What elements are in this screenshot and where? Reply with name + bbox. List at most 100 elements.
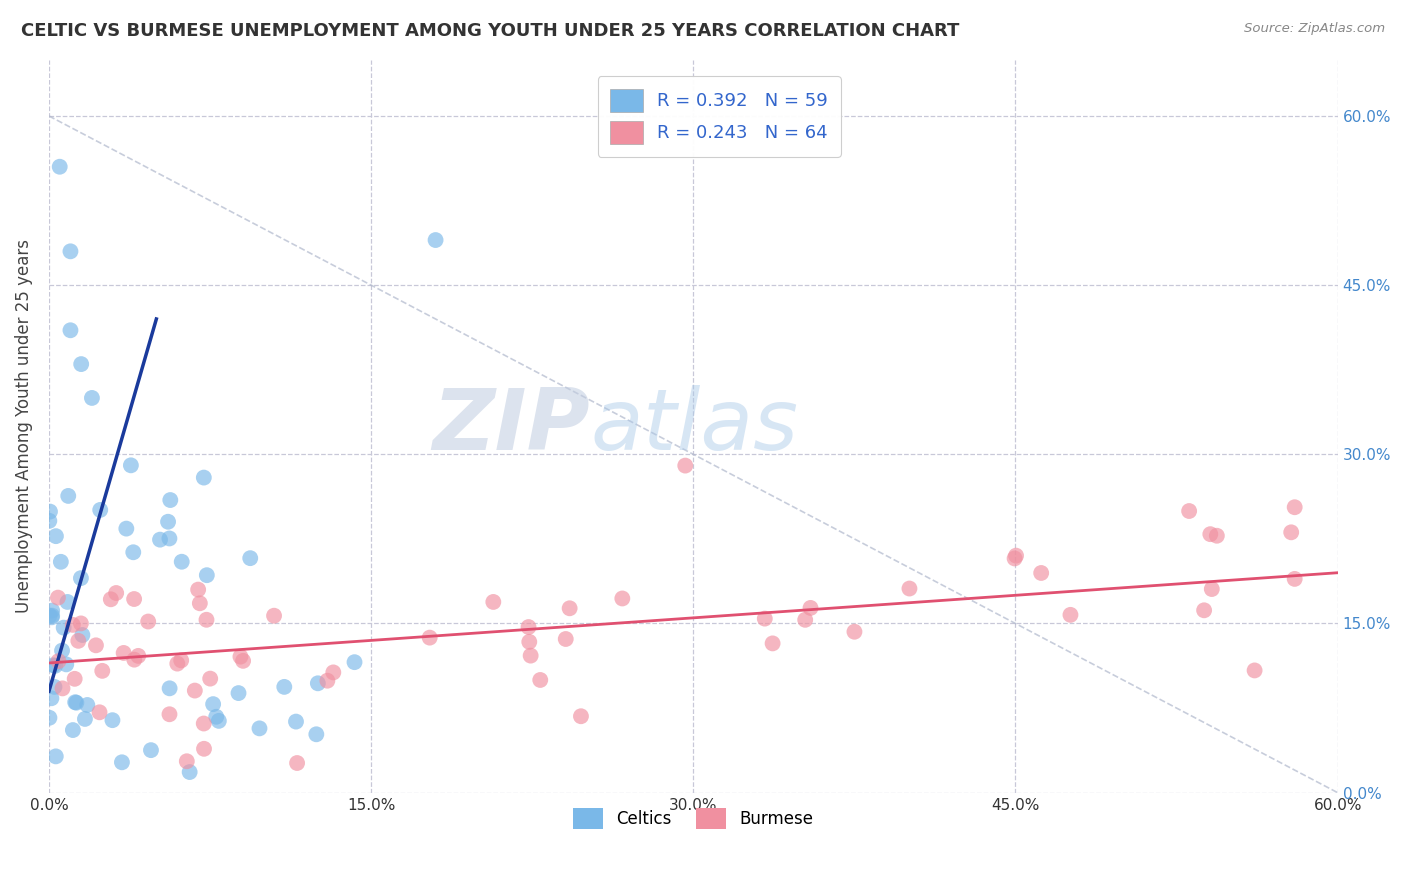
Point bbox=[673, 458, 696, 473]
Point bbox=[159, 707, 181, 722]
Point bbox=[38, 608, 60, 623]
Point bbox=[76, 698, 98, 712]
Point bbox=[59, 323, 82, 337]
Point bbox=[205, 710, 228, 724]
Point bbox=[1279, 525, 1302, 540]
Point bbox=[200, 672, 222, 686]
Point bbox=[316, 673, 339, 688]
Point bbox=[45, 529, 67, 543]
Point bbox=[558, 601, 581, 615]
Point bbox=[239, 551, 262, 566]
Point bbox=[157, 532, 180, 546]
Point bbox=[1284, 500, 1306, 515]
Point bbox=[63, 672, 86, 686]
Point bbox=[554, 632, 576, 646]
Point bbox=[184, 683, 207, 698]
Point bbox=[159, 681, 181, 696]
Y-axis label: Unemployment Among Youth under 25 years: Unemployment Among Youth under 25 years bbox=[15, 239, 32, 613]
Point bbox=[529, 673, 551, 687]
Point bbox=[51, 643, 73, 657]
Point bbox=[754, 612, 776, 626]
Point bbox=[120, 458, 142, 473]
Point bbox=[179, 765, 201, 780]
Point bbox=[1192, 603, 1215, 617]
Point bbox=[898, 582, 921, 596]
Point bbox=[59, 244, 82, 259]
Point bbox=[208, 714, 231, 728]
Point bbox=[38, 711, 60, 725]
Point bbox=[45, 749, 67, 764]
Point bbox=[285, 756, 308, 770]
Point bbox=[188, 596, 211, 610]
Point bbox=[46, 591, 69, 605]
Point bbox=[41, 608, 63, 623]
Point bbox=[1004, 551, 1026, 566]
Point bbox=[63, 695, 86, 709]
Legend: Celtics, Burmese: Celtics, Burmese bbox=[567, 801, 821, 836]
Point bbox=[1178, 504, 1201, 518]
Point bbox=[44, 680, 66, 694]
Point bbox=[101, 713, 124, 727]
Point bbox=[70, 616, 93, 631]
Point bbox=[70, 571, 93, 585]
Point bbox=[56, 595, 79, 609]
Point bbox=[41, 691, 63, 706]
Point bbox=[322, 665, 344, 680]
Point bbox=[1059, 607, 1081, 622]
Point bbox=[112, 646, 135, 660]
Point bbox=[166, 657, 188, 671]
Point bbox=[794, 613, 817, 627]
Text: ZIP: ZIP bbox=[433, 384, 591, 467]
Point bbox=[612, 591, 634, 606]
Point bbox=[343, 655, 366, 669]
Point bbox=[139, 743, 162, 757]
Point bbox=[55, 657, 77, 672]
Point bbox=[105, 586, 128, 600]
Point bbox=[187, 582, 209, 597]
Point bbox=[1201, 582, 1223, 596]
Text: atlas: atlas bbox=[591, 384, 799, 467]
Point bbox=[149, 533, 172, 547]
Point bbox=[48, 654, 70, 668]
Point bbox=[157, 515, 180, 529]
Point bbox=[73, 712, 96, 726]
Point bbox=[519, 648, 541, 663]
Point bbox=[52, 621, 75, 635]
Point bbox=[67, 633, 90, 648]
Point bbox=[232, 654, 254, 668]
Point bbox=[249, 722, 271, 736]
Point bbox=[761, 636, 783, 650]
Point bbox=[115, 522, 138, 536]
Point bbox=[799, 601, 821, 615]
Point bbox=[42, 658, 65, 673]
Point bbox=[307, 676, 329, 690]
Point bbox=[425, 233, 447, 247]
Point bbox=[1031, 566, 1053, 580]
Point bbox=[89, 706, 111, 720]
Point bbox=[62, 618, 84, 632]
Point bbox=[202, 697, 225, 711]
Point bbox=[91, 664, 114, 678]
Point bbox=[193, 741, 215, 756]
Point bbox=[122, 592, 145, 607]
Point bbox=[70, 357, 93, 371]
Point bbox=[159, 493, 181, 508]
Point bbox=[419, 631, 441, 645]
Point bbox=[41, 604, 63, 618]
Point bbox=[1243, 664, 1265, 678]
Point bbox=[1205, 529, 1227, 543]
Point bbox=[170, 653, 193, 667]
Point bbox=[229, 649, 252, 664]
Point bbox=[38, 514, 60, 528]
Text: Source: ZipAtlas.com: Source: ZipAtlas.com bbox=[1244, 22, 1385, 36]
Point bbox=[482, 595, 505, 609]
Point bbox=[49, 555, 72, 569]
Point bbox=[285, 714, 308, 729]
Point bbox=[517, 620, 540, 634]
Text: CELTIC VS BURMESE UNEMPLOYMENT AMONG YOUTH UNDER 25 YEARS CORRELATION CHART: CELTIC VS BURMESE UNEMPLOYMENT AMONG YOU… bbox=[21, 22, 959, 40]
Point bbox=[228, 686, 250, 700]
Point bbox=[305, 727, 328, 741]
Point bbox=[72, 628, 94, 642]
Point bbox=[273, 680, 295, 694]
Point bbox=[195, 613, 218, 627]
